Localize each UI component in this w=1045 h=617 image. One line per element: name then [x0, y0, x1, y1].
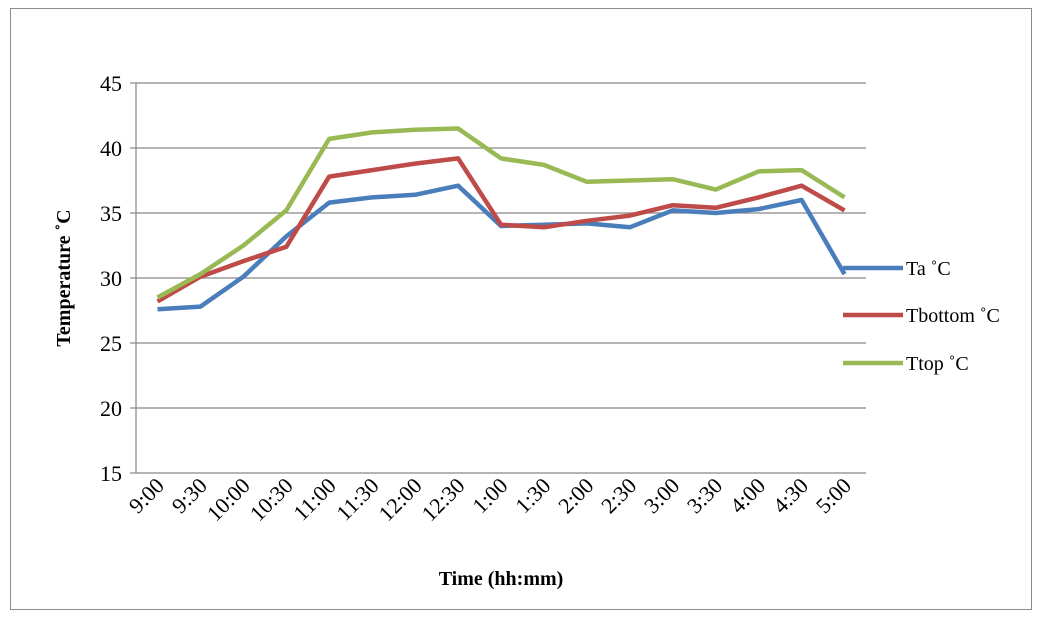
x-tick-label: 12:00	[374, 473, 427, 526]
y-tick-label: 45	[100, 71, 122, 96]
y-tick-label: 35	[100, 201, 122, 226]
y-tick-labels: 15 20 25 30 35 40 45	[100, 71, 136, 486]
x-tick-label: 11:30	[331, 473, 384, 526]
y-tick-label: 15	[100, 461, 122, 486]
series-line	[156, 156, 846, 304]
y-tick-label: 25	[100, 331, 122, 356]
x-tick-label: 4:30	[768, 473, 813, 518]
x-tick-labels: 9:009:3010:0010:3011:0011:3012:0012:301:…	[124, 473, 856, 526]
y-tick-label: 30	[100, 266, 122, 291]
gridlines	[136, 82, 866, 409]
y-axis-title: Temperature ˚C	[53, 209, 75, 346]
x-tick-label: 4:00	[725, 473, 770, 518]
legend-label: Ttop ˚C	[906, 353, 969, 375]
x-tick-label: 11:00	[288, 473, 341, 526]
legend-label: Ta ˚C	[906, 258, 951, 280]
y-tick-label: 40	[100, 136, 122, 161]
series-line	[156, 126, 846, 300]
x-tick-label: 9:00	[124, 473, 169, 518]
x-axis-title: Time (hh:mm)	[439, 568, 564, 590]
x-tick-label: 5:00	[811, 473, 856, 518]
series-lines	[156, 126, 847, 312]
x-tick-label: 3:30	[682, 473, 727, 518]
x-tick-label: 10:30	[245, 473, 298, 526]
x-tick-label: 2:30	[596, 473, 641, 518]
x-tick-label: 3:00	[639, 473, 684, 518]
legend-label: Tbottom ˚C	[906, 305, 1000, 327]
x-tick-label: 1:00	[467, 473, 512, 518]
x-tick-label: 1:30	[510, 473, 555, 518]
x-tick-label: 2:00	[553, 473, 598, 518]
legend: Ta ˚C Tbottom ˚C Ttop ˚C	[843, 258, 1000, 375]
y-tick-label: 20	[100, 396, 122, 421]
series-line	[157, 183, 847, 312]
x-tick-label: 12:30	[416, 473, 469, 526]
x-tick-label: 10:00	[202, 473, 255, 526]
